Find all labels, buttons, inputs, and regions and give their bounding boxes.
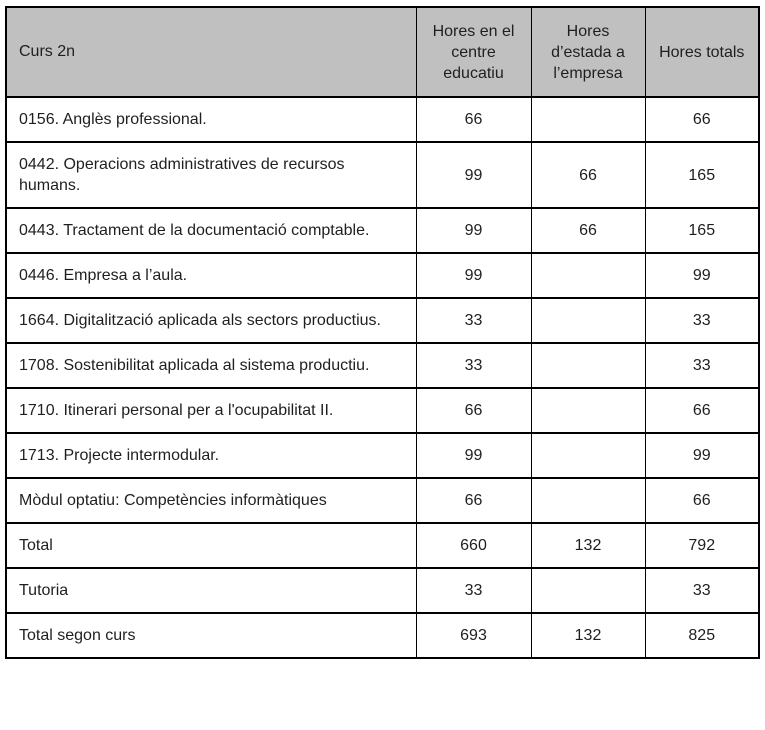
row-empresa-cell: 132 (530, 522, 646, 569)
row-centre-cell: 66 (415, 477, 532, 524)
row-label-cell: 0443. Tractament de la documentació comp… (5, 207, 417, 254)
table-row: 0443. Tractament de la documentació comp… (5, 207, 760, 254)
row-empresa-cell (530, 252, 646, 299)
row-centre-cell: 660 (415, 522, 532, 569)
row-centre-cell: 99 (415, 141, 532, 209)
row-totals-cell: 99 (644, 252, 760, 299)
row-label-cell: 0156. Anglès professional. (5, 96, 417, 143)
row-totals-cell: 99 (644, 432, 760, 479)
row-centre-cell: 33 (415, 342, 532, 389)
row-label-cell: Mòdul optatiu: Competències informàtique… (5, 477, 417, 524)
table-row: Tutoria 33 33 (5, 567, 760, 614)
row-centre-cell: 66 (415, 96, 532, 143)
row-label-cell: 0442. Operacions administratives de recu… (5, 141, 417, 209)
row-centre-cell: 33 (415, 297, 532, 344)
row-empresa-cell (530, 342, 646, 389)
row-totals-cell: 165 (644, 141, 760, 209)
row-empresa-cell: 66 (530, 207, 646, 254)
row-label-cell: Total (5, 522, 417, 569)
row-centre-cell: 99 (415, 432, 532, 479)
header-cell-hores-centre: Hores en el centre educatiu (415, 6, 532, 98)
row-totals-cell: 165 (644, 207, 760, 254)
row-empresa-cell (530, 432, 646, 479)
header-cell-hores-totals: Hores totals (644, 6, 760, 98)
row-label-cell: Tutoria (5, 567, 417, 614)
row-empresa-cell (530, 567, 646, 614)
row-totals-cell: 66 (644, 477, 760, 524)
row-centre-cell: 693 (415, 612, 532, 659)
table-row: 1708. Sostenibilitat aplicada al sistema… (5, 342, 760, 389)
table-row: 0156. Anglès professional. 66 66 (5, 96, 760, 143)
header-cell-hores-empresa: Hores d’estada a l’empresa (530, 6, 646, 98)
row-empresa-cell (530, 96, 646, 143)
table-row: 1713. Projecte intermodular. 99 99 (5, 432, 760, 479)
row-empresa-cell (530, 477, 646, 524)
row-totals-cell: 33 (644, 567, 760, 614)
row-label-cell: 1713. Projecte intermodular. (5, 432, 417, 479)
table-row: Total segon curs 693 132 825 (5, 612, 760, 659)
table-body: 0156. Anglès professional. 66 66 0442. Oper… (5, 96, 760, 659)
table-row: Mòdul optatiu: Competències informàtique… (5, 477, 760, 524)
row-label-cell: Total segon curs (5, 612, 417, 659)
table-row: 1664. Digitalització aplicada als sector… (5, 297, 760, 344)
table-header: Curs 2n Hores en el centre educatiu Hore… (5, 6, 760, 98)
row-empresa-cell: 132 (530, 612, 646, 659)
row-totals-cell: 825 (644, 612, 760, 659)
table-row: Total 660 132 792 (5, 522, 760, 569)
row-centre-cell: 33 (415, 567, 532, 614)
row-empresa-cell: 66 (530, 141, 646, 209)
header-row: Curs 2n Hores en el centre educatiu Hore… (5, 6, 760, 98)
table-row: 0442. Operacions administratives de recu… (5, 141, 760, 209)
row-label-cell: 0446. Empresa a l’aula. (5, 252, 417, 299)
row-empresa-cell (530, 387, 646, 434)
row-centre-cell: 99 (415, 207, 532, 254)
row-centre-cell: 99 (415, 252, 532, 299)
row-totals-cell: 33 (644, 342, 760, 389)
header-cell-course: Curs 2n (5, 6, 417, 98)
row-totals-cell: 66 (644, 96, 760, 143)
row-label-cell: 1710. Itinerari personal per a l'ocupabi… (5, 387, 417, 434)
course-hours-table: Curs 2n Hores en el centre educatiu Hore… (5, 6, 760, 659)
row-totals-cell: 33 (644, 297, 760, 344)
row-label-cell: 1708. Sostenibilitat aplicada al sistema… (5, 342, 417, 389)
row-label-cell: 1664. Digitalització aplicada als sector… (5, 297, 417, 344)
row-totals-cell: 66 (644, 387, 760, 434)
table-row: 1710. Itinerari personal per a l'ocupabi… (5, 387, 760, 434)
row-totals-cell: 792 (644, 522, 760, 569)
row-centre-cell: 66 (415, 387, 532, 434)
row-empresa-cell (530, 297, 646, 344)
table-row: 0446. Empresa a l’aula. 99 99 (5, 252, 760, 299)
